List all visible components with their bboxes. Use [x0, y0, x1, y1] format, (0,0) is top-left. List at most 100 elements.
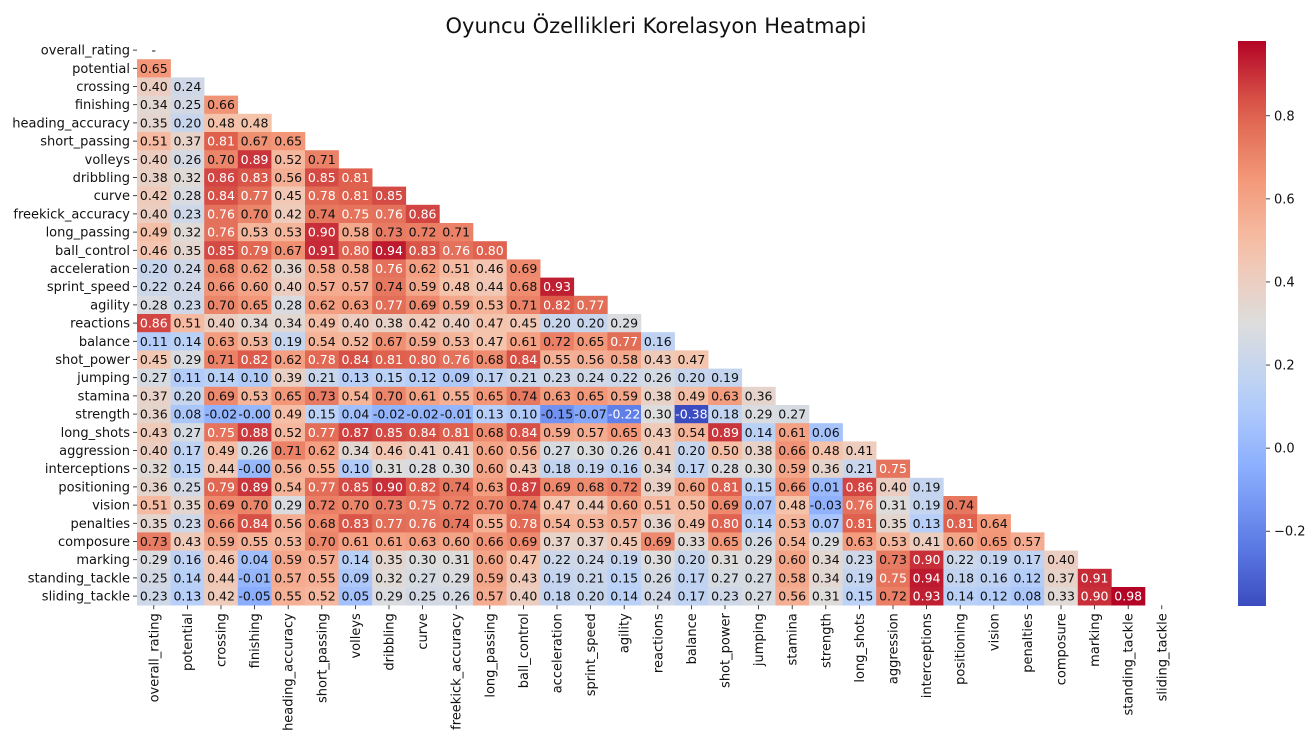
row-tick-label: reactions [70, 317, 130, 332]
cell-value-label: 0.56 [274, 461, 302, 476]
cell-value-label: 0.28 [711, 461, 739, 476]
heatmap-cell [204, 241, 239, 260]
heatmap-cell [439, 514, 474, 533]
cell-value-label: 0.83 [241, 170, 269, 185]
heatmap-cell [540, 550, 575, 570]
heatmap-cell [1044, 568, 1079, 588]
cell-value-label: 0.74 [375, 279, 403, 294]
colorbar-tick-label: 0.8 [1274, 109, 1295, 124]
heatmap-cell [506, 405, 541, 424]
heatmap-cell [204, 295, 239, 315]
cell-value-label: 0.14 [745, 425, 773, 440]
cell-value-label: 0.14 [745, 516, 773, 531]
heatmap-cell [170, 350, 205, 369]
heatmap-cell [674, 550, 709, 570]
heatmap-cell [540, 368, 575, 388]
heatmap-cell [741, 568, 776, 588]
heatmap-cell [372, 277, 407, 297]
cell-value-label: 0.65 [610, 425, 638, 440]
heatmap-cell [573, 441, 608, 460]
cell-value-label: 0.79 [241, 243, 269, 258]
cell-value-label: 0.29 [375, 589, 403, 604]
heatmap-cell [573, 459, 608, 479]
heatmap-cell [271, 587, 306, 606]
cell-value-label: 0.41 [913, 534, 941, 549]
cell-value-label: 0.20 [677, 370, 705, 385]
heatmap-cell [809, 459, 843, 479]
heatmap-cell [775, 477, 810, 497]
heatmap-cell [170, 77, 205, 96]
heatmap-cell [372, 459, 407, 479]
column-tick-label: reactions [651, 613, 666, 673]
cell-value-label: 0.14 [610, 589, 638, 604]
heatmap-cell [506, 295, 541, 315]
cell-value-label: 0.88 [241, 425, 269, 440]
cell-value-label: 0.86 [409, 206, 437, 221]
column-tick-label: penalties [1021, 613, 1036, 673]
cell-value-label: 0.55 [543, 352, 571, 367]
heatmap-cell [338, 314, 373, 333]
cell-value-label: 0.60 [778, 552, 806, 567]
row-tick-label: strength [75, 408, 130, 423]
cell-value-label: 0.59 [207, 534, 235, 549]
cell-value-label: 0.40 [140, 206, 168, 221]
heatmap-cell [137, 459, 171, 479]
heatmap-cell [137, 350, 171, 369]
cell-value-label: 0.27 [711, 570, 739, 585]
heatmap-cell [405, 259, 440, 278]
cell-value-label: 0.70 [375, 388, 403, 403]
cell-value-label: 0.59 [442, 297, 470, 312]
column-tick-label: standing_tackle [1122, 613, 1137, 715]
heatmap-cell [305, 277, 339, 297]
heatmap-cell [237, 550, 272, 570]
heatmap-cell [775, 459, 810, 479]
heatmap-cell [506, 332, 541, 351]
heatmap-cell [741, 386, 776, 406]
cell-value-label: 0.20 [577, 316, 605, 331]
cell-value-label: 0.40 [879, 479, 907, 494]
cell-value-label: 0.39 [644, 479, 672, 494]
column-tick-label: strength [819, 613, 834, 668]
cell-value-label: 0.52 [274, 425, 302, 440]
heatmap-cell [909, 496, 944, 515]
heatmap-cell [338, 405, 373, 424]
cell-value-label: 0.36 [812, 461, 840, 476]
cell-value-label: 0.75 [341, 206, 369, 221]
cell-value-label: 0.43 [644, 425, 672, 440]
cell-value-label: 0.24 [644, 589, 672, 604]
heatmap-cell [573, 587, 608, 606]
cell-value-label: 0.14 [946, 589, 974, 604]
cell-value-label: 0.77 [577, 297, 605, 312]
cell-value-label: 0.24 [173, 79, 201, 94]
cell-value-label: 0.74 [509, 498, 537, 513]
cell-value-label: 0.51 [644, 498, 672, 513]
cell-value-label: 0.53 [442, 334, 470, 349]
cell-value-label: 0.55 [308, 570, 336, 585]
heatmap-cell [809, 568, 843, 588]
cell-value-label: 0.18 [543, 461, 571, 476]
cell-value-label: 0.61 [341, 534, 369, 549]
heatmap-cell [641, 405, 675, 424]
heatmap-cell [170, 241, 205, 260]
heatmap-cell [204, 386, 239, 406]
cell-value-label: 0.53 [879, 534, 907, 549]
heatmap-cell [271, 459, 306, 479]
heatmap-cell [271, 168, 306, 187]
row-tick-label: overall_rating [41, 44, 130, 59]
heatmap-cell [506, 386, 541, 406]
cell-value-label: 0.53 [274, 534, 302, 549]
heatmap-cell [338, 550, 373, 570]
heatmap-cell [809, 477, 843, 497]
heatmap-cell [305, 168, 339, 187]
heatmap-cell [204, 459, 239, 479]
heatmap-cell [237, 314, 272, 333]
cell-value-label: 0.23 [173, 297, 201, 312]
colorbar-gradient [1238, 41, 1266, 606]
cell-value-label: 0.57 [1013, 534, 1041, 549]
cell-value-label: 0.69 [509, 534, 537, 549]
cell-value-label: 0.43 [509, 570, 537, 585]
cell-value-label: 0.72 [409, 225, 437, 240]
cell-value-label: 0.77 [241, 188, 269, 203]
cell-value-label: 0.37 [140, 388, 168, 403]
heatmap-cell [237, 441, 272, 460]
